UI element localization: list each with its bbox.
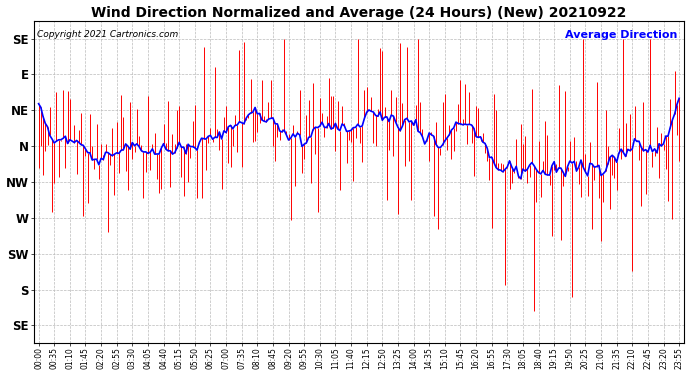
Text: Copyright 2021 Cartronics.com: Copyright 2021 Cartronics.com <box>37 30 179 39</box>
Text: Average Direction: Average Direction <box>564 30 677 40</box>
Title: Wind Direction Normalized and Average (24 Hours) (New) 20210922: Wind Direction Normalized and Average (2… <box>91 6 627 20</box>
